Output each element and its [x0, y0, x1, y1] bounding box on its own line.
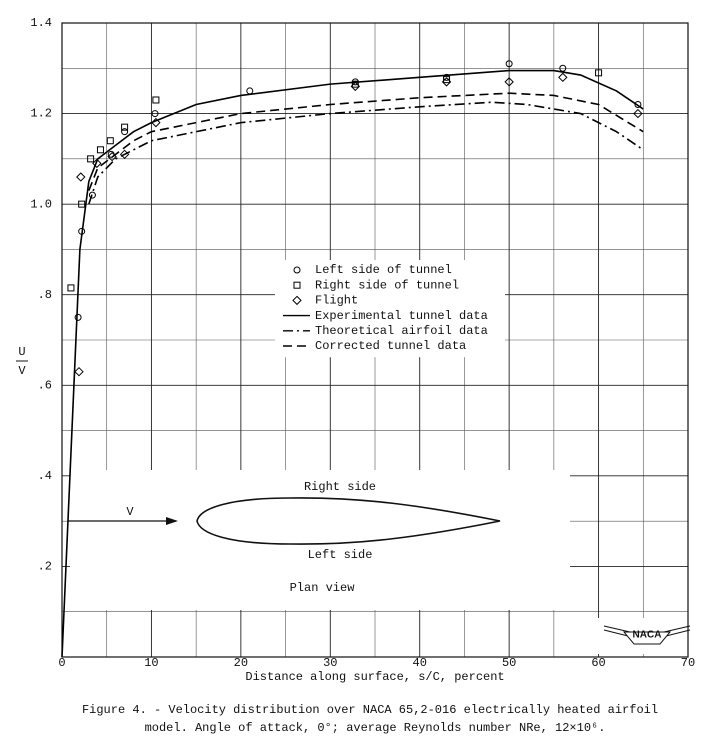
marker: [293, 281, 301, 289]
marker: [246, 87, 254, 95]
marker: [292, 295, 302, 306]
plan-view-box: [70, 470, 570, 610]
legend-label: Theoretical airfoil data: [315, 324, 488, 338]
marker: [505, 60, 513, 68]
marker: [88, 191, 96, 199]
legend-label: Right side of tunnel: [315, 278, 459, 292]
caption: model. Angle of attack, 0°; average Reyn…: [145, 721, 606, 735]
x-tick-label: 30: [323, 656, 337, 670]
data-line: [61, 69, 644, 658]
marker: [121, 123, 129, 131]
logo: NACA: [633, 630, 662, 641]
y-tick-label: .2: [38, 560, 52, 574]
marker: [633, 108, 643, 119]
legend-label: Corrected tunnel data: [315, 339, 466, 353]
data-line: [88, 92, 644, 191]
legend-label: Left side of tunnel: [315, 263, 452, 277]
x-tick-label: 10: [144, 656, 158, 670]
x-tick-label: 40: [413, 656, 427, 670]
marker: [121, 128, 129, 136]
marker: [151, 110, 159, 118]
legend-label: Flight: [315, 294, 358, 308]
caption: Figure 4. - Velocity distribution over N…: [82, 703, 658, 717]
legend-label: Experimental tunnel data: [315, 309, 488, 323]
x-tick-label: 50: [502, 656, 516, 670]
y-tick-label: 1.0: [30, 197, 52, 211]
logo-shape: [622, 631, 672, 645]
marker: [76, 172, 86, 182]
logo-wings: [603, 625, 691, 637]
y-label-denominator: V: [18, 364, 26, 378]
data-line: [88, 101, 644, 205]
marker: [504, 77, 514, 87]
marker: [152, 96, 160, 104]
x-tick-label: 60: [591, 656, 605, 670]
marker: [106, 137, 114, 145]
marker: [87, 155, 95, 163]
marker: [74, 366, 84, 377]
y-label-numerator: U: [18, 345, 25, 359]
marker: [92, 158, 102, 169]
x-tick-label: 0: [58, 656, 65, 670]
arrow-head: [166, 517, 178, 525]
annotation: Plan view: [290, 581, 356, 595]
y-tick-label: 1.4: [30, 16, 52, 30]
x-tick-label: 70: [681, 656, 695, 670]
marker: [67, 284, 75, 292]
marker: [74, 313, 82, 321]
annotation: Left side: [308, 548, 373, 562]
marker: [558, 72, 568, 83]
y-tick-label: .4: [38, 469, 52, 483]
plot-frame: [61, 22, 689, 658]
marker: [351, 80, 359, 88]
y-tick-label: 1.2: [30, 107, 52, 121]
marker: [96, 146, 104, 154]
annotation: V: [126, 505, 134, 519]
annotation: Right side: [304, 480, 376, 494]
marker: [443, 76, 451, 84]
marker: [78, 200, 86, 208]
marker: [441, 77, 452, 87]
legend-box: [275, 260, 505, 358]
y-tick-label: .8: [38, 288, 52, 302]
y-tick-label: .6: [38, 378, 52, 392]
x-label: Distance along surface, s/C, percent: [245, 670, 504, 684]
marker: [595, 69, 603, 77]
marker: [293, 266, 301, 274]
airfoil: [196, 497, 501, 545]
x-tick-label: 20: [234, 656, 248, 670]
marker: [350, 81, 361, 92]
marker: [634, 101, 642, 109]
